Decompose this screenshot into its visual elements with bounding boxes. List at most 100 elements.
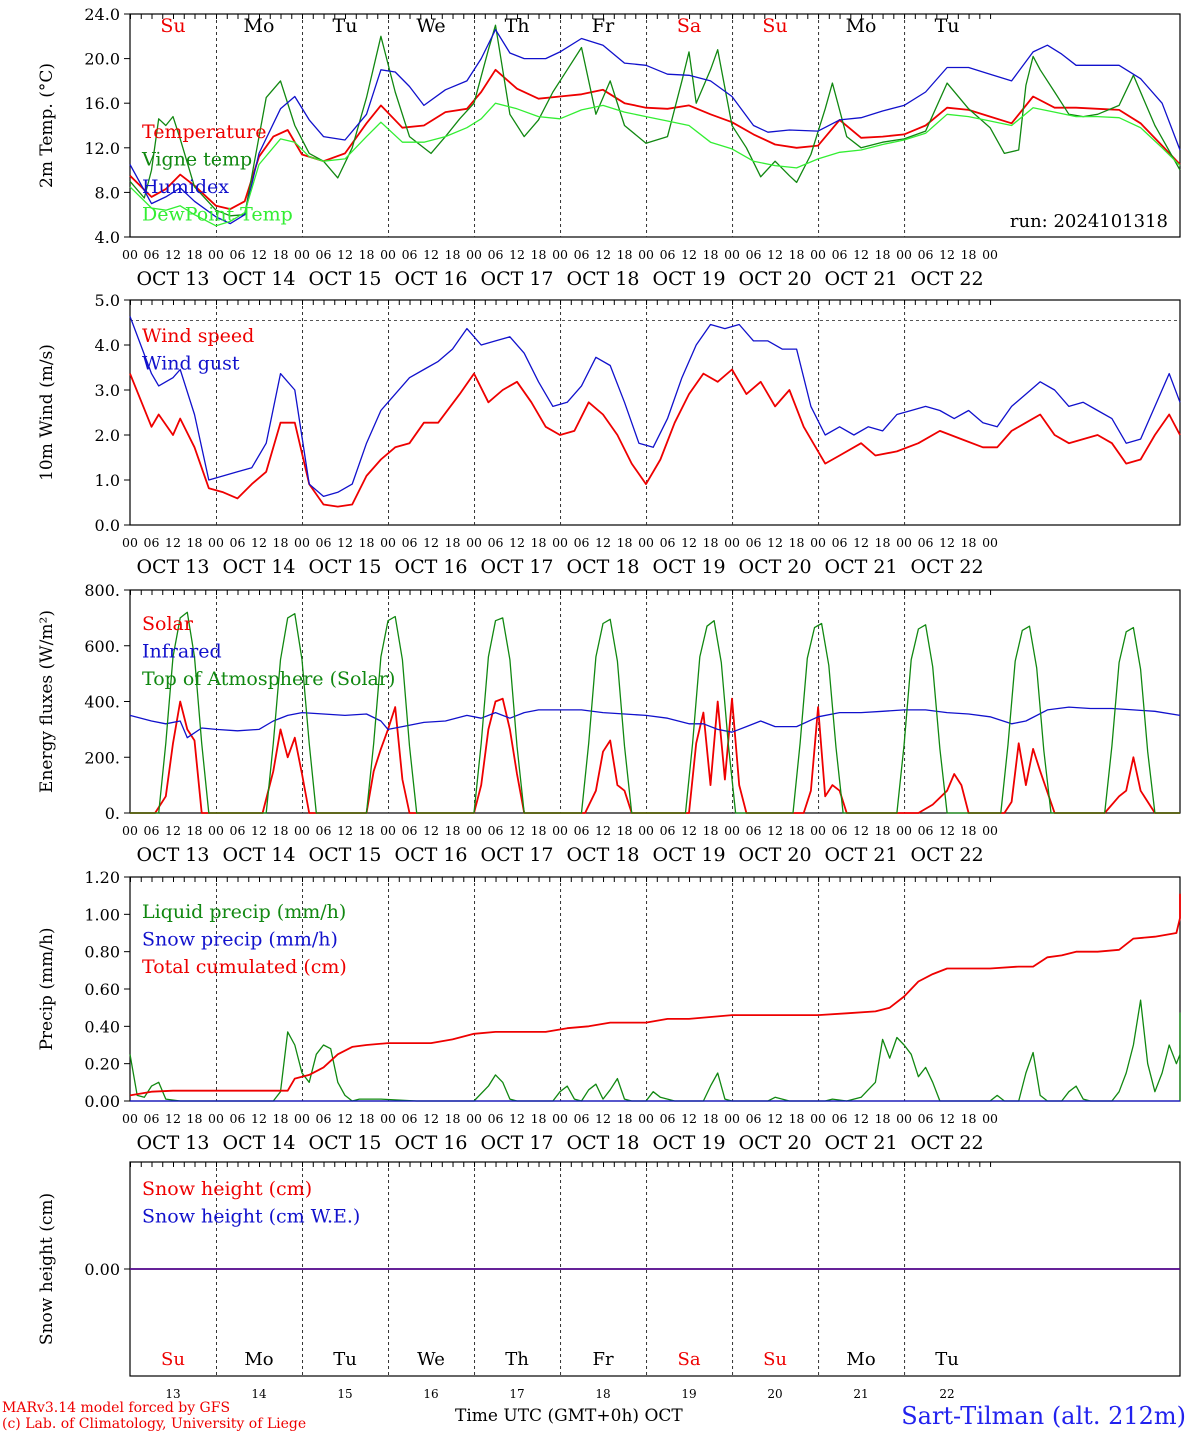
hour-label: 06 <box>832 535 848 550</box>
hour-label: 00 <box>810 823 826 838</box>
hour-label: 00 <box>638 535 654 550</box>
hour-label: 12 <box>337 1111 353 1126</box>
weekday-label: Fr <box>592 15 615 37</box>
hour-label: 12 <box>595 535 611 550</box>
day-number: 14 <box>251 1387 267 1401</box>
hour-label: 06 <box>144 1111 160 1126</box>
day-label: OCT 17 <box>481 1132 554 1154</box>
hour-label: 18 <box>703 535 719 550</box>
legend-entry: Snow height (cm) <box>142 1178 312 1200</box>
day-number: 13 <box>165 1387 180 1401</box>
y-tick-label: 800. <box>84 581 120 600</box>
month-label: OCT <box>644 1406 683 1426</box>
legend-entry: Wind gust <box>142 353 240 375</box>
y-tick-label: 24.0 <box>84 5 120 24</box>
run-label: run: 2024101318 <box>1010 211 1168 232</box>
hour-label: 06 <box>660 1111 676 1126</box>
time-axis-text: Time UTC (GMT+0h) <box>455 1406 640 1426</box>
y-tick-label: 0. <box>105 804 120 823</box>
hour-label: 18 <box>359 247 375 262</box>
day-label: OCT 15 <box>309 556 382 578</box>
hour-label: 12 <box>251 1111 267 1126</box>
hour-label: 18 <box>961 535 977 550</box>
day-number: 19 <box>681 1387 696 1401</box>
hour-label: 18 <box>789 247 805 262</box>
hour-label: 12 <box>509 535 525 550</box>
hour-label: 06 <box>316 1111 332 1126</box>
hour-label: 18 <box>445 1111 461 1126</box>
day-label: OCT 19 <box>653 1132 726 1154</box>
legend-entry: Snow height (cm W.E.) <box>142 1206 360 1228</box>
hour-label: 00 <box>466 247 482 262</box>
hour-label: 00 <box>810 247 826 262</box>
hour-label: 12 <box>939 823 955 838</box>
hour-label: 00 <box>208 823 224 838</box>
hour-label: 12 <box>595 247 611 262</box>
hour-label: 12 <box>681 1111 697 1126</box>
hour-label: 06 <box>746 535 762 550</box>
hour-label: 00 <box>122 247 138 262</box>
y-tick-label: 5.0 <box>95 291 120 310</box>
day-label: OCT 22 <box>911 556 984 578</box>
legend-entry: Humidex <box>142 176 229 198</box>
hour-label: 18 <box>961 1111 977 1126</box>
hour-label: 18 <box>359 823 375 838</box>
day-label: OCT 14 <box>223 556 296 578</box>
hour-label: 18 <box>703 247 719 262</box>
hour-label: 06 <box>574 823 590 838</box>
legend-entry: Temperature <box>142 121 266 143</box>
hour-label: 00 <box>208 247 224 262</box>
y-tick-label: 1.00 <box>84 905 120 924</box>
weekday-label: Th <box>505 15 530 37</box>
hour-label: 18 <box>445 247 461 262</box>
day-label: OCT 17 <box>481 844 554 866</box>
weekday-label: Sa <box>677 15 701 37</box>
hour-label: 18 <box>187 1111 203 1126</box>
hour-label: 12 <box>165 247 181 262</box>
hour-label: 00 <box>638 823 654 838</box>
hour-label: 06 <box>402 247 418 262</box>
hour-label: 00 <box>294 823 310 838</box>
hour-label: 06 <box>316 535 332 550</box>
weekday-label: Tu <box>935 1349 959 1370</box>
weekday-label: Tu <box>935 15 960 37</box>
hour-label: 06 <box>918 823 934 838</box>
hour-label: 06 <box>660 823 676 838</box>
series-line <box>130 611 1180 814</box>
day-label: OCT 15 <box>309 1132 382 1154</box>
hour-label: 00 <box>810 535 826 550</box>
hour-label: 12 <box>595 1111 611 1126</box>
hour-label: 00 <box>122 1111 138 1126</box>
weekday-label: Mo <box>846 1349 875 1370</box>
y-axis-label: 2m Temp. (°C) <box>37 63 57 188</box>
day-label: OCT 20 <box>739 268 812 290</box>
hour-label: 00 <box>982 535 998 550</box>
hour-label: 06 <box>574 535 590 550</box>
y-tick-label: 2.0 <box>95 426 120 445</box>
hour-label: 00 <box>380 1111 396 1126</box>
day-label: OCT 20 <box>739 556 812 578</box>
hour-label: 00 <box>466 1111 482 1126</box>
hour-label: 06 <box>230 535 246 550</box>
hour-label: 18 <box>617 1111 633 1126</box>
y-tick-label: 4.0 <box>95 228 120 247</box>
day-number: 15 <box>337 1387 352 1401</box>
hour-label: 06 <box>832 247 848 262</box>
series-line <box>129 28 1181 225</box>
hour-label: 18 <box>703 823 719 838</box>
hour-label: 12 <box>853 1111 869 1126</box>
hour-label: 12 <box>939 1111 955 1126</box>
hour-label: 18 <box>617 535 633 550</box>
day-label: OCT 15 <box>309 268 382 290</box>
hour-label: 00 <box>466 823 482 838</box>
day-label: OCT 16 <box>395 844 468 866</box>
hour-label: 18 <box>617 823 633 838</box>
hour-label: 00 <box>294 247 310 262</box>
hour-label: 00 <box>552 823 568 838</box>
day-label: OCT 18 <box>567 844 640 866</box>
hour-label: 00 <box>208 1111 224 1126</box>
hour-label: 12 <box>251 823 267 838</box>
y-axis-label: Snow height (cm) <box>37 1193 57 1345</box>
hour-label: 00 <box>896 823 912 838</box>
series-line <box>129 368 1181 508</box>
